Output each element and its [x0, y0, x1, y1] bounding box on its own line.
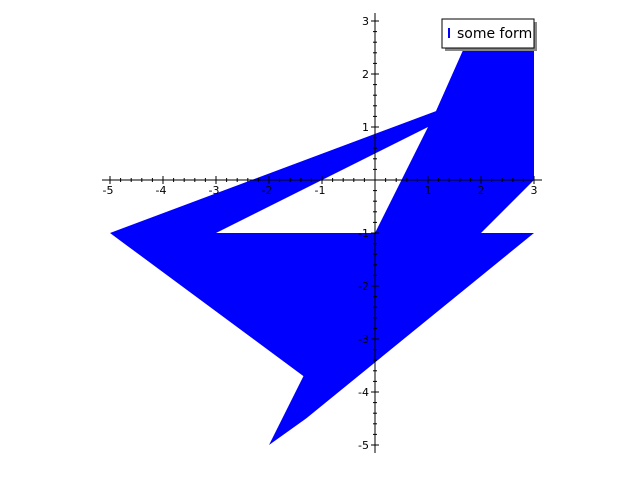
- legend-swatch: [448, 28, 450, 38]
- filled-region-0: [110, 39, 534, 446]
- legend-label: some form: [457, 26, 532, 42]
- x-tick-label: -2: [262, 184, 273, 197]
- x-tick-label: -5: [103, 184, 114, 197]
- legend: some form: [441, 18, 537, 51]
- x-tick-label: -3: [209, 184, 220, 197]
- y-tick-label: -2: [358, 280, 369, 293]
- x-tick-label: -4: [156, 184, 167, 197]
- y-tick-label: -3: [358, 333, 369, 346]
- x-tick-label: 2: [478, 184, 485, 197]
- y-ticks: -5 -4 -3 -2 -1 1 2 3: [358, 15, 379, 452]
- fill-layer: [110, 39, 534, 446]
- x-ticks: -5 -4 -3 -2 -1 1 2 3: [103, 176, 538, 197]
- x-tick-label: -1: [315, 184, 326, 197]
- y-tick-label: 1: [362, 121, 369, 134]
- legend-box: [441, 18, 535, 49]
- y-tick-label: -1: [358, 227, 369, 240]
- y-tick-label: -5: [358, 439, 369, 452]
- x-tick-label: 1: [425, 184, 432, 197]
- y-tick-label: -4: [358, 386, 369, 399]
- x-tick-label: 3: [531, 184, 538, 197]
- y-tick-label: 2: [362, 68, 369, 81]
- y-tick-label: 3: [362, 15, 369, 28]
